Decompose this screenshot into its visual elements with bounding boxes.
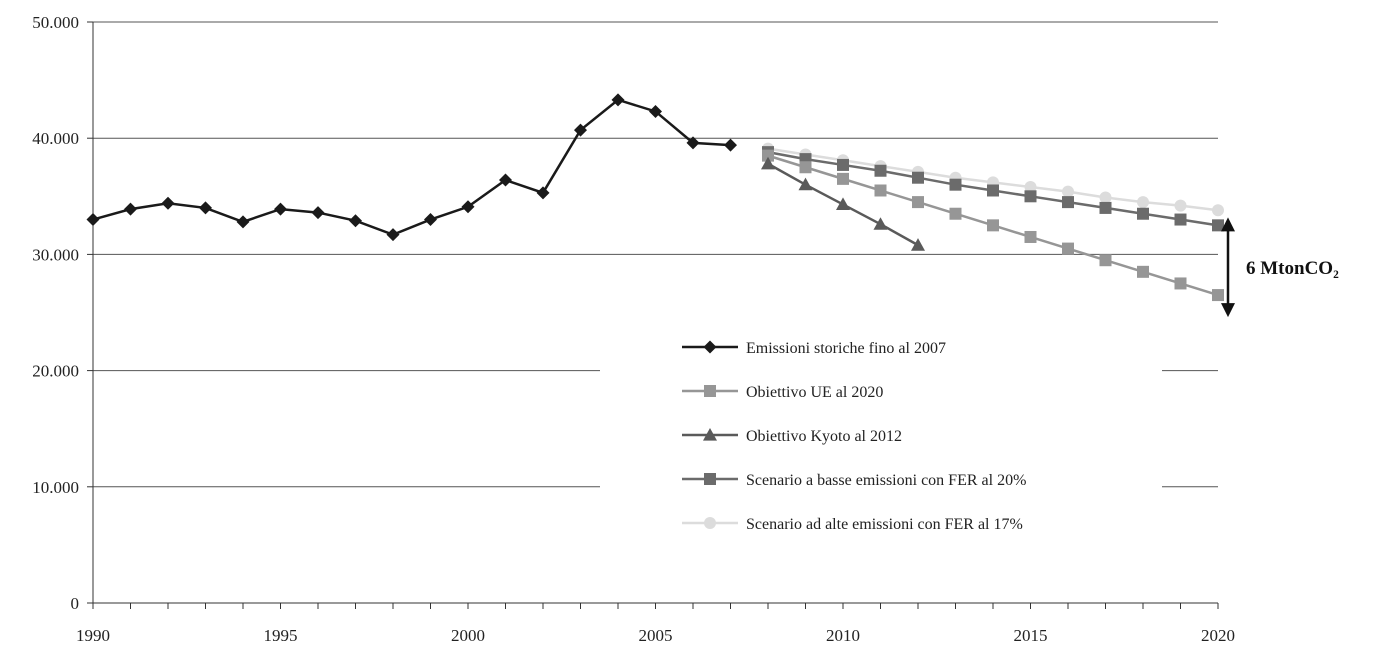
data-point [1137,265,1149,278]
data-point [386,228,400,242]
legend-swatch-marker [704,473,716,485]
axes: 0 10.000 20.000 30.000 40.000 50.000 1990 1995 2… [32,13,1235,645]
data-point [798,177,813,191]
data-point [424,213,437,227]
data-point [836,197,850,211]
y-tick-label: 20.000 [32,362,79,381]
x-tick-label: 1995 [264,626,298,645]
data-point [1062,185,1074,198]
data-point [1174,199,1187,212]
data-point [236,215,250,229]
data-point [86,213,100,227]
data-point [762,149,774,162]
data-point [911,238,925,251]
series-0 [86,93,737,242]
legend-item: Scenario ad alte emissioni con FER al 17… [682,516,1023,533]
data-point [837,172,849,185]
data-point [874,184,887,197]
legend: Emissioni storiche fino al 2007 Obiettivo… [682,340,1026,533]
data-point [1062,242,1074,255]
data-point [1174,277,1187,290]
data-point [1137,207,1149,220]
series-4 [762,142,1224,217]
legend-swatch-marker [704,385,716,397]
data-point [949,178,962,191]
legend-label: Scenario ad alte emissioni con FER al 17… [746,516,1023,533]
data-point [1137,196,1149,209]
data-point [686,136,700,150]
series-group [86,93,1224,302]
legend-item: Obiettivo UE al 2020 [682,384,883,401]
data-point [1024,230,1037,243]
data-point [499,173,512,187]
annotation-arrow-head-down [1221,303,1235,318]
legend-item: Obiettivo Kyoto al 2012 [682,428,902,445]
data-point [611,93,625,107]
x-tick-label: 2010 [826,626,860,645]
data-point [874,164,887,177]
data-point [1099,201,1112,214]
x-tick-label: 1990 [76,626,110,645]
data-point [912,171,924,184]
data-point [274,202,287,216]
series-1 [762,149,1224,302]
data-point [461,200,475,214]
x-tick-label: 2020 [1201,626,1235,645]
data-point [987,219,999,232]
y-tick-label: 0 [71,594,80,613]
legend-label: Obiettivo UE al 2020 [746,384,883,401]
y-tick-label: 50.000 [32,13,79,32]
data-point [199,201,212,215]
data-point [536,186,550,200]
series-2 [761,156,925,251]
legend-item: Scenario a basse emissioni con FER al 20… [682,472,1026,489]
x-tick-label: 2015 [1014,626,1048,645]
data-point [349,214,362,228]
data-point [949,207,962,220]
data-point [124,202,137,216]
legend-swatch-marker [703,340,717,354]
data-point [1099,254,1112,267]
data-point [799,161,812,174]
legend-background [600,330,1162,555]
data-point [761,156,775,170]
x-tick-label: 2000 [451,626,485,645]
data-point [837,158,849,171]
y-tick-label: 40.000 [32,129,79,148]
data-point [1212,204,1224,217]
range-annotation: 6 MtonCO₂ [1221,217,1339,318]
legend-label: Scenario a basse emissioni con FER al 20… [746,472,1026,489]
data-point [724,138,737,152]
data-point [161,196,175,210]
legend-item: Emissioni storiche fino al 2007 [682,340,946,357]
legend-label: Emissioni storiche fino al 2007 [746,340,946,357]
data-point [1174,213,1187,226]
data-point [1212,219,1224,232]
data-point [987,184,999,197]
data-point [574,123,587,137]
data-point [1024,181,1037,194]
y-tick-label: 10.000 [32,478,79,497]
data-point [912,196,924,209]
data-point [311,206,325,220]
legend-label: Obiettivo Kyoto al 2012 [746,428,902,445]
x-tick-label: 2005 [639,626,673,645]
legend-swatch-marker [703,428,717,441]
legend-swatch-marker [704,517,716,529]
annotation-label: 6 MtonCO₂ [1246,258,1339,279]
data-point [1024,190,1037,203]
y-tick-label: 30.000 [32,245,79,264]
data-point [873,217,888,230]
data-point [1099,191,1112,204]
series-3 [762,146,1224,232]
data-point [649,104,662,118]
data-point [1062,196,1074,209]
data-point [1212,289,1224,302]
series-line [92,98,731,236]
annotation-arrow-head-up [1221,217,1235,232]
